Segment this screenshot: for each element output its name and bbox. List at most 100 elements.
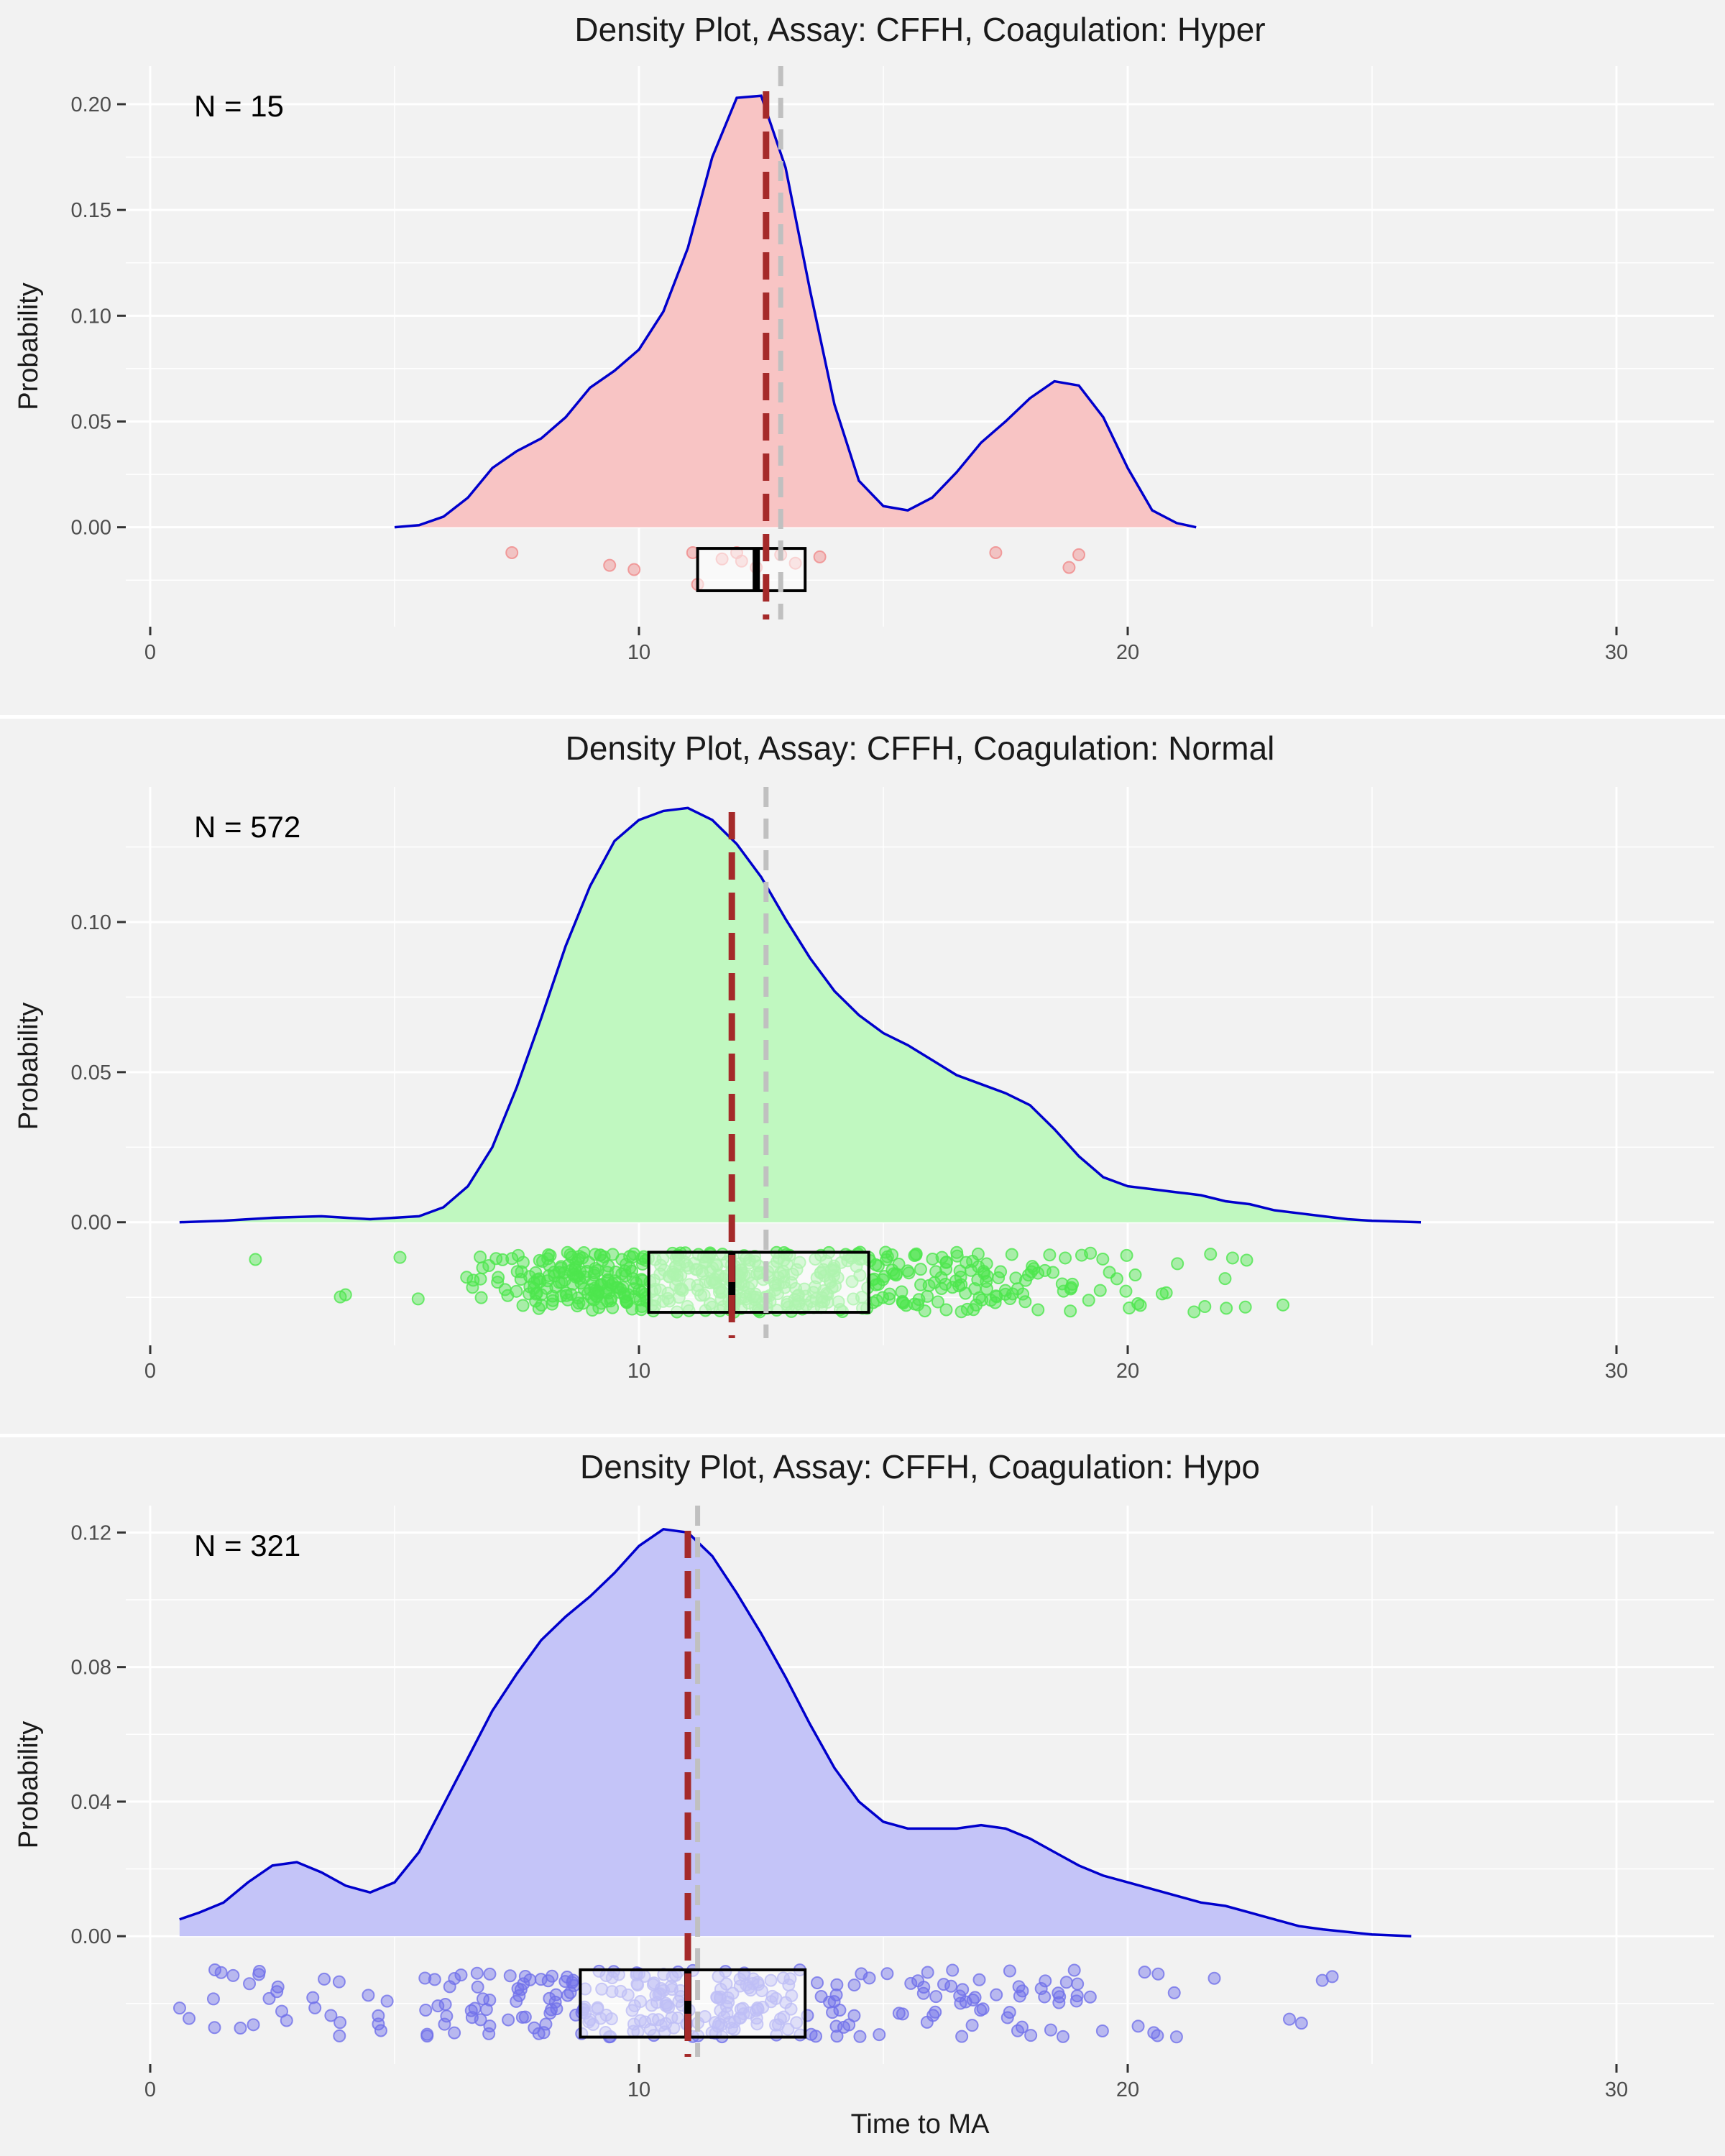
jitter-point [1005,1248,1018,1261]
jitter-point [1151,1967,1165,1981]
jitter-point [967,1303,980,1317]
jitter-point [183,2012,196,2025]
x-tick-label: 20 [1116,2078,1139,2101]
jitter-point [226,1968,240,1982]
jitter-point [883,1287,896,1301]
density-area [395,96,1197,528]
y-axis-label: Probability [14,282,44,410]
jitter-point [362,1989,375,2002]
jitter-point [980,1275,993,1289]
jitter-point [549,1988,563,2001]
jitter-point [1072,548,1085,561]
jitter-point [862,1971,876,1985]
jitter-point [829,1988,843,2001]
jitter-point [896,2007,909,2021]
x-tick-label: 30 [1605,1360,1628,1383]
density-line [179,1527,1412,1938]
jitter-point [1043,1248,1057,1262]
jitter-point [566,1268,580,1281]
jitter-point [571,1299,584,1313]
jitter-point [503,1969,517,1983]
density-area [179,808,1421,1222]
jitter-point [547,1266,561,1279]
jitter-point [926,2009,940,2022]
jitter-point [1169,2030,1183,2044]
jitter-point [601,1282,615,1296]
density-area [179,1529,1412,1937]
jitter-point [1034,1982,1048,1996]
y-tick-label: 0.00 [71,1212,111,1235]
jitter-point [876,1291,890,1304]
x-tick-label: 20 [1116,641,1139,664]
jitter-point [886,1248,899,1262]
jitter-point [512,1989,526,2002]
density-panel-2: 0.00 0.05 0.10 0 10 20 30 Density Plot, Assay: … [14,729,1714,1383]
y-tick-label: 0.05 [71,1061,111,1084]
x-tick-label: 0 [144,641,156,664]
jitter-point [523,1270,536,1284]
jitter-point [249,1253,262,1266]
plot-area [126,66,1714,627]
jitter-point [243,1977,257,1991]
jitter-point [950,1249,964,1263]
density-panel-1: 0.00 0.05 0.10 0.15 0.20 0 10 20 30 Density Plot,… [14,11,1714,664]
jitter-point [1064,1281,1078,1294]
jitter-point [1220,1302,1233,1315]
jitter-point [471,1980,484,1994]
x-tick-label: 30 [1605,641,1628,664]
density-line [394,94,1197,529]
jitter-point [955,2030,969,2043]
jitter-point [1016,1287,1030,1301]
jitter-point [339,1288,352,1302]
jitter-point [1031,1303,1045,1317]
jitter-point [813,550,827,563]
jitter-point [334,2016,347,2030]
jitter-point [1071,1977,1085,1991]
jitter-point [1021,1268,1035,1282]
jitter-point [516,1299,530,1312]
jitter-point [1096,1252,1110,1266]
jitter-point [1294,2017,1308,2030]
jitter-point [270,1985,284,1999]
jitter-point [1119,1284,1133,1298]
jitter-point [333,2029,346,2042]
jitter-point [615,1253,629,1266]
jitter-point [1064,1304,1077,1318]
x-tick-label: 20 [1116,1360,1139,1383]
jitter-point [172,2001,186,2015]
jitter-point [1059,1251,1072,1265]
jitter-point [306,1991,320,2004]
jitter-point [505,1252,519,1266]
jitter-point [1151,2029,1164,2042]
jitter-point [833,2003,847,2017]
jitter-point [853,2030,867,2043]
x-axis-label: Time to MA [851,2109,990,2139]
jitter-point [1024,2029,1038,2042]
jitter-point [922,1279,936,1292]
jitter-point [545,2003,558,2017]
jitter-point [992,1271,1006,1285]
jitter-point [627,1247,640,1261]
jitter-point [474,1272,487,1286]
y-tick-label: 0.10 [71,911,111,934]
jitter-point [460,1271,474,1284]
jitter-point [482,1259,496,1273]
jitter-point [594,1248,607,1262]
jitter-point [869,1278,883,1291]
jitter-point [372,2017,385,2031]
jitter-point [830,1978,844,1991]
jitter-point [1018,1295,1032,1309]
jitter-point [998,1287,1012,1301]
jitter-point [911,1974,925,1988]
density-panel-3: 0.00 0.04 0.08 0.12 0 10 20 30 Density Plot, Ass… [14,1448,1714,2101]
jitter-point [1093,1284,1107,1297]
jitter-point [566,1976,579,1989]
jitter-point [1187,1305,1201,1319]
n-label: N = 321 [194,1529,300,1562]
jitter-point [1011,2024,1024,2037]
jitter-point [1238,1300,1252,1314]
jitter-point [564,1287,578,1301]
x-tick-label: 10 [627,2078,650,2101]
jitter-point [921,1289,934,1303]
jitter-point [953,1264,967,1278]
